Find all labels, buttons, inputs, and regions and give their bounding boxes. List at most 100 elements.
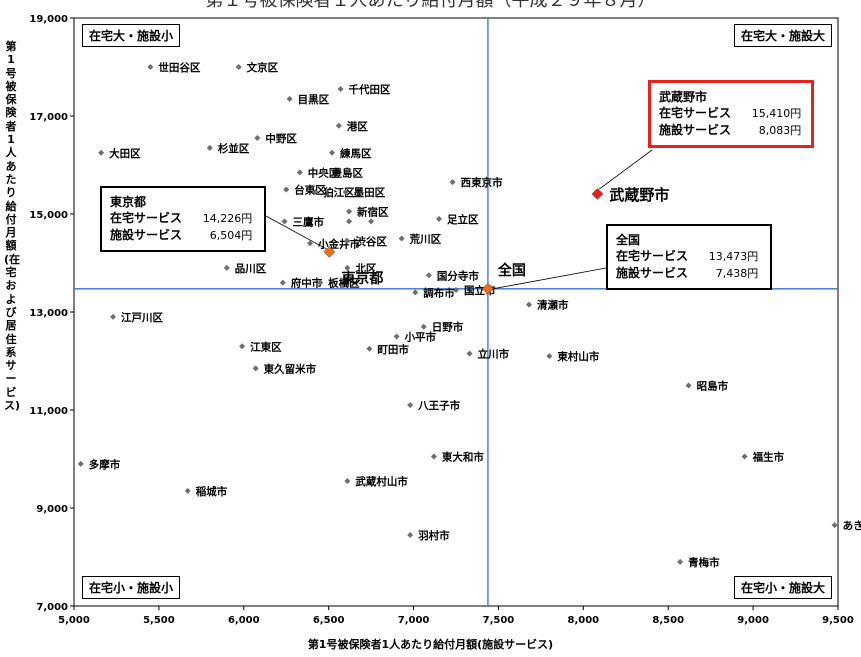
national-home-label: 在宅サービス: [616, 249, 689, 263]
data-point: [235, 64, 242, 70]
data-point-label: 豊島区: [332, 166, 364, 179]
x-tick-label: 7,000: [398, 615, 430, 626]
quadrant-label-top-right: 在宅大・施設大: [734, 24, 833, 47]
national-callout: 全国 在宅サービス 13,473円 施設サービス 7,438円: [606, 224, 772, 290]
data-point: [342, 188, 349, 195]
data-point: [110, 313, 117, 320]
tokyo-home-label: 在宅サービス: [110, 211, 183, 225]
tokyo-callout: 東京都 在宅サービス 14,226円 施設サービス 6,504円: [100, 186, 266, 252]
data-point-label: 中野区: [265, 132, 297, 145]
data-point: [831, 522, 838, 529]
data-point-label: 墨田区: [354, 187, 386, 199]
x-tick-label: 6,500: [313, 615, 345, 626]
data-point: [337, 86, 344, 93]
data-point-label: 西東京市: [461, 176, 503, 189]
data-point: [147, 64, 154, 70]
data-point-label: 東村山市: [557, 350, 599, 363]
tokyo-home-value: 14,226円: [202, 212, 253, 225]
data-point: [344, 264, 351, 271]
data-point: [223, 264, 230, 271]
data-point: [407, 531, 414, 538]
data-point: [317, 279, 324, 286]
data-point: [526, 301, 533, 308]
national-home-value: 13,473円: [708, 250, 759, 263]
x-axis-label: 第1号被保険者1人あたり給付月額(施設サービス): [307, 638, 554, 651]
data-point-label: 国分寺市: [437, 269, 479, 282]
data-point: [368, 218, 375, 225]
data-point-label: 東久留米市: [264, 362, 317, 375]
data-point-label: 昭島市: [697, 380, 729, 393]
data-point: [335, 122, 342, 129]
data-point: [366, 345, 373, 352]
x-tick-label: 9,000: [737, 615, 769, 626]
data-point: [252, 365, 259, 372]
data-point: [184, 487, 191, 494]
data-point-label: 狛江区: [322, 186, 355, 199]
musashino-callout: 武蔵野市 在宅サービス 15,410円 施設サービス 8,083円: [648, 80, 814, 148]
data-point-label: 小平市: [404, 331, 437, 344]
data-point-label: 板橋区: [328, 277, 360, 290]
data-point-label: 港区: [347, 120, 368, 133]
data-point-label: 清瀬市: [537, 299, 569, 312]
tokyo-leader: [265, 215, 327, 250]
data-point-label: 八王子市: [417, 399, 460, 412]
y-tick-label: 15,000: [29, 210, 68, 221]
data-point: [412, 289, 419, 296]
highlight-point: [591, 188, 604, 200]
data-point: [283, 186, 290, 193]
data-point: [685, 382, 692, 389]
y-tick-label: 7,000: [36, 602, 68, 613]
y-tick-label: 19,000: [29, 14, 68, 25]
data-point: [306, 240, 313, 247]
data-point-label: 江戸川区: [121, 311, 163, 324]
data-point: [77, 460, 84, 467]
data-point-label: 北区: [355, 262, 376, 275]
national-name: 全国: [616, 233, 641, 247]
data-point: [344, 478, 351, 485]
chart-title: 第１号被保険者１人あたり給付月額（平成２９年８月）: [0, 0, 861, 8]
national-facility-label: 施設サービス: [616, 266, 689, 280]
tokyo-facility-value: 6,504円: [209, 229, 253, 242]
data-point: [420, 323, 427, 330]
quadrant-label-top-left: 在宅大・施設小: [82, 24, 181, 47]
data-point-label: 調布市: [423, 286, 455, 299]
data-point: [398, 235, 405, 242]
musashino-facility-label: 施設サービス: [659, 123, 732, 137]
data-point-label: 目黒区: [298, 94, 330, 106]
data-point-label: 新宿区: [357, 206, 389, 219]
data-point: [453, 286, 459, 293]
highlight-label: 東京都: [341, 270, 383, 287]
y-axis-label: 第1号被保険者1人あたり給付月額(在宅および居住系サービス): [4, 40, 21, 413]
highlight-label: 武蔵野市: [609, 186, 669, 204]
highlight-label: 全国: [497, 262, 526, 279]
y-tick-label: 9,000: [36, 504, 68, 515]
data-point-label: 町田市: [377, 343, 409, 356]
quadrant-label-bottom-left: 在宅小・施設小: [82, 576, 181, 599]
data-point: [466, 350, 473, 357]
data-point: [239, 343, 246, 350]
data-point: [741, 453, 748, 460]
data-point: [449, 179, 456, 186]
national-leader: [492, 267, 607, 290]
data-point: [677, 558, 684, 565]
x-tick-label: 6,000: [228, 615, 260, 626]
musashino-facility-value: 8,083円: [758, 124, 802, 137]
data-point-label: 杉並区: [218, 142, 250, 155]
data-point: [430, 453, 437, 460]
x-tick-label: 8,500: [652, 615, 684, 626]
y-tick-label: 11,000: [29, 406, 68, 417]
data-point-label: 日野市: [432, 321, 464, 334]
x-tick-label: 9,500: [822, 615, 854, 626]
tokyo-facility-label: 施設サービス: [110, 228, 183, 242]
data-point: [98, 149, 105, 156]
data-point-label: 足立区: [447, 213, 479, 226]
data-point-label: 府中市: [291, 277, 323, 290]
data-point-label: 品川区: [235, 263, 267, 275]
data-point: [329, 149, 336, 156]
musashino-leader: [599, 149, 653, 190]
x-tick-label: 5,000: [58, 615, 90, 626]
data-point-label: 大田区: [109, 147, 141, 160]
data-point-label: 江東区: [250, 340, 282, 353]
data-point-label: 福生市: [752, 451, 785, 464]
data-point-label: 荒川区: [409, 233, 442, 246]
